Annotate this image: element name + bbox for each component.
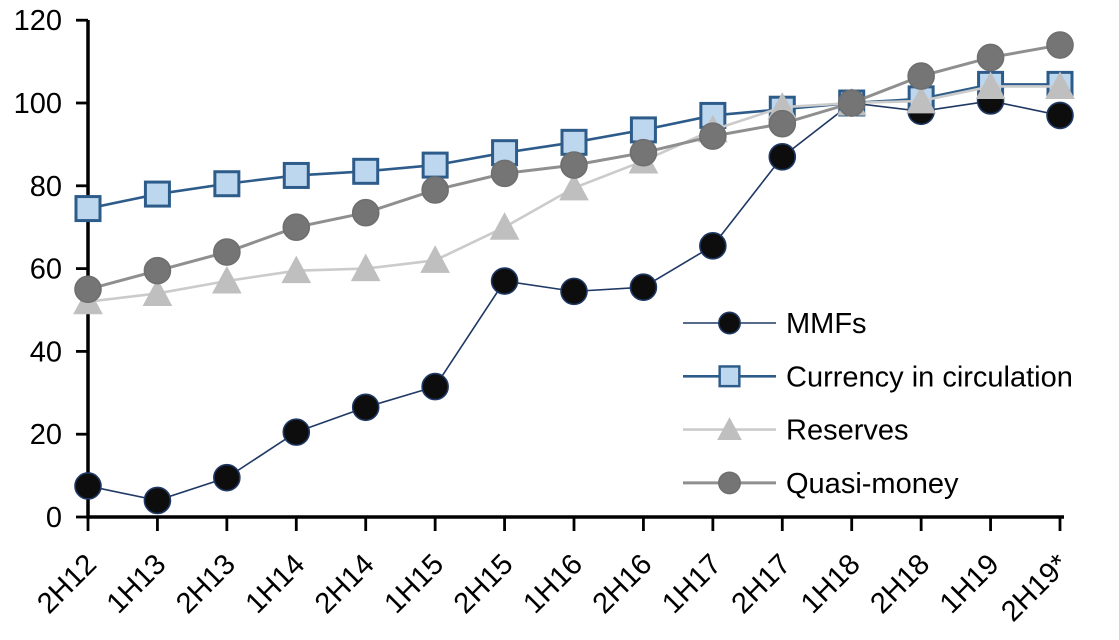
marker-triangle [350,253,381,282]
marker-triangle [559,172,589,201]
marker-circle [143,256,172,285]
marker-circle [768,109,797,138]
legend: MMFs Currency in circulation Reserves Quasi… [683,308,1073,500]
marker-circle [560,277,588,306]
marker-circle [768,143,797,171]
marker-square [560,128,588,156]
legend-item-reserves: Reserves [683,415,909,447]
legend-item-currency-in-circulation: Currency in circulation [683,361,1073,393]
marker-circle [837,89,866,117]
x-axis-tick-label: 2H15 [448,548,520,620]
marker-circle [143,486,172,515]
marker-circle [629,138,658,167]
x-axis-tick-label: 1H13 [101,548,173,620]
marker-circle [699,122,727,150]
marker-circle [560,151,588,179]
marker-triangle [1045,71,1075,99]
x-axis-tick-label: 2H16 [587,548,659,620]
marker-circle [490,159,519,188]
y-axis-tick-label: 80 [30,171,62,203]
marker-triangle [975,71,1006,99]
x-axis-tick-label: 2H17 [726,548,798,620]
x-axis-tick-label: 1H18 [795,548,867,620]
x-axis-tick-label: 2H19* [995,548,1075,628]
marker-square [143,180,171,208]
legend-label-currency-in-circulation: Currency in circulation [786,361,1073,393]
x-axis-tick-label: 1H15 [378,548,450,620]
x-axis-tick-label: 1H16 [517,548,589,620]
marker-circle [629,273,658,302]
marker-square [282,161,310,189]
x-axis-tick-label: 2H13 [170,548,242,620]
marker-circle [74,275,102,304]
y-axis-tick-label: 20 [30,419,62,451]
marker-triangle [212,265,242,294]
marker-square [74,195,102,223]
marker-triangle [281,255,312,284]
x-axis-tick-label: 1H19 [934,548,1006,620]
marker-triangle [142,278,173,306]
x-axis-tick-label: 2H18 [864,548,936,620]
marker-circle [282,213,311,241]
y-axis-tick-label: 120 [14,5,62,37]
marker-triangle [906,85,936,114]
marker-circle [490,267,519,295]
y-axis: 0 20 40 60 80 100 120 [14,5,90,534]
series-quasi-money [74,31,1074,304]
x-axis: 2H121H132H131H142H141H152H151H162H161H17… [31,515,1075,628]
marker-circle [213,463,241,492]
x-axis-tick-label: 1H14 [240,548,312,620]
marker-circle [718,311,741,335]
marker-square [421,151,449,179]
legend-label-reserves: Reserves [786,415,909,447]
marker-circle [699,232,727,260]
legend-label-quasi-money: Quasi-money [786,468,959,500]
marker-circle [907,62,935,90]
marker-circle [74,472,102,500]
legend-label-mmfs: MMFs [786,308,867,340]
marker-circle [351,198,380,227]
legend-item-quasi-money: Quasi-money [683,468,959,500]
legend-item-mmfs: MMFs [683,308,867,340]
marker-square [629,116,657,144]
series-mmfs [74,87,1074,515]
marker-circle [1046,101,1074,130]
marker-triangle [717,417,742,440]
marker-circle [421,372,449,401]
x-axis-tick-label: 2H12 [31,548,103,620]
marker-circle [1046,31,1074,59]
x-axis-tick-label: 1H17 [656,548,728,620]
marker-circle [213,238,241,266]
y-axis-tick-label: 60 [30,254,62,286]
marker-square [213,170,241,198]
y-axis-tick-label: 0 [46,502,62,534]
marker-circle [421,176,449,204]
y-axis-tick-label: 100 [14,88,62,120]
marker-square [352,157,380,185]
marker-triangle [489,212,520,240]
marker-circle [351,393,380,422]
marker-circle [282,418,311,446]
marker-square [718,365,741,388]
x-axis-tick-label: 2H14 [309,548,381,620]
y-axis-tick-label: 40 [30,336,62,368]
marker-triangle [420,245,450,273]
marker-circle [718,471,741,495]
marker-circle [976,43,1005,72]
